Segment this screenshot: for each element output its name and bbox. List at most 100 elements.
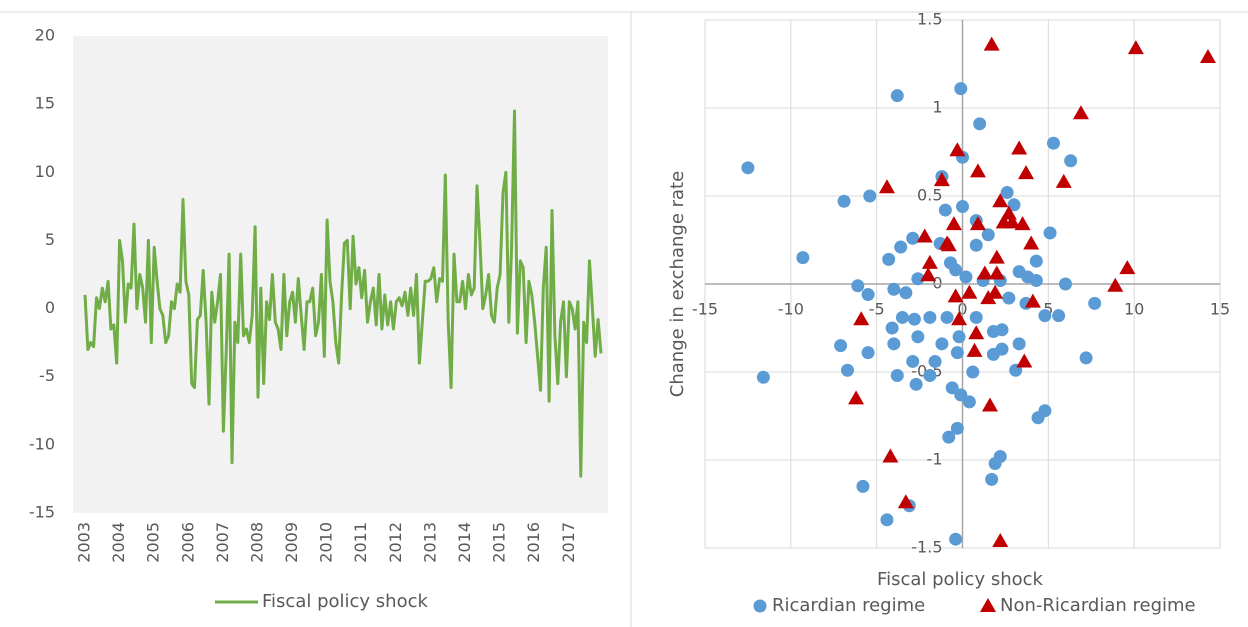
x-tick-label: 2017: [559, 522, 578, 563]
point: [928, 354, 942, 368]
point: [899, 286, 913, 300]
point: [942, 430, 956, 444]
x-tick-label: 2007: [213, 522, 232, 563]
x-tick-label: 15: [1210, 300, 1230, 319]
point: [880, 513, 894, 527]
point: [906, 231, 920, 245]
x-tick-label: -5: [869, 300, 885, 319]
y-tick-label: -10: [29, 434, 55, 453]
point: [988, 249, 1005, 264]
y-tick-label: 0: [932, 274, 942, 293]
y-tick-label: -5: [39, 366, 55, 385]
point: [1012, 337, 1026, 351]
point: [956, 200, 969, 214]
point: [1011, 140, 1028, 155]
legend-label: Non-Ricardian regime: [1000, 595, 1196, 616]
point: [878, 179, 895, 194]
point: [1038, 309, 1052, 323]
point: [951, 311, 968, 326]
y-tick-label: 20: [35, 26, 55, 45]
point: [949, 142, 966, 157]
point: [861, 346, 875, 360]
point: [897, 494, 914, 509]
point: [1046, 136, 1060, 150]
point: [863, 189, 877, 203]
x-tick-label: 2006: [178, 522, 197, 563]
x-tick-label: 2013: [420, 522, 439, 563]
point: [1059, 277, 1072, 291]
point: [981, 228, 995, 242]
point: [988, 457, 1002, 471]
point: [923, 369, 937, 383]
point: [995, 323, 1009, 337]
point: [1107, 277, 1124, 292]
point: [966, 365, 980, 379]
point: [1000, 185, 1014, 199]
point: [887, 282, 901, 296]
point: [916, 228, 933, 243]
point: [921, 254, 938, 269]
point: [1055, 173, 1072, 188]
point: [985, 472, 999, 486]
point: [954, 388, 968, 402]
y-tick-label: 0: [45, 298, 55, 317]
x-tick-label: -15: [692, 300, 718, 319]
point: [834, 339, 848, 353]
x-tick-label: 2005: [144, 522, 163, 563]
point: [966, 342, 983, 357]
point: [907, 312, 921, 326]
point: [1016, 353, 1033, 368]
point: [940, 237, 957, 252]
point: [885, 321, 899, 335]
point: [969, 238, 983, 252]
point: [882, 252, 896, 266]
point: [973, 117, 987, 131]
point: [1199, 48, 1216, 63]
legend-label: Fiscal policy shock: [262, 591, 428, 612]
x-tick-label: 5: [1043, 300, 1053, 319]
point: [961, 284, 978, 299]
point: [887, 337, 901, 351]
y-tick-label: 0.5: [917, 186, 942, 205]
point: [1127, 40, 1144, 55]
point: [909, 377, 923, 391]
point: [911, 330, 925, 344]
point: [856, 479, 870, 493]
x-tick-label: 2016: [524, 522, 543, 563]
point: [920, 267, 937, 282]
point: [981, 397, 998, 412]
point: [894, 240, 908, 254]
x-tick-label: 2004: [109, 522, 128, 563]
point: [861, 288, 875, 302]
x-tick-label: -10: [778, 300, 804, 319]
legend-swatch: [980, 598, 996, 612]
point: [1023, 235, 1040, 250]
point: [940, 310, 954, 324]
point: [945, 381, 959, 395]
point: [992, 532, 1009, 547]
point: [947, 288, 964, 303]
point: [1014, 216, 1031, 231]
point: [969, 216, 986, 231]
point: [962, 395, 976, 409]
point: [938, 203, 952, 217]
point: [959, 270, 973, 284]
point: [895, 310, 909, 324]
y-tick-label: 1.5: [917, 10, 942, 29]
x-tick-label: 2008: [247, 522, 266, 563]
x-tick-label: 2012: [386, 522, 405, 563]
point: [906, 354, 920, 368]
point: [1088, 296, 1102, 310]
line: [83, 109, 603, 478]
point: [1064, 154, 1078, 168]
point: [848, 390, 865, 405]
point: [1072, 105, 1089, 120]
x-tick-label: 2011: [351, 522, 370, 563]
point: [1007, 198, 1021, 212]
point: [923, 310, 937, 324]
x-axis-title: Fiscal policy shock: [877, 569, 1043, 590]
point: [1029, 273, 1043, 287]
point: [837, 194, 851, 208]
point: [1018, 165, 1035, 180]
point: [851, 279, 865, 293]
